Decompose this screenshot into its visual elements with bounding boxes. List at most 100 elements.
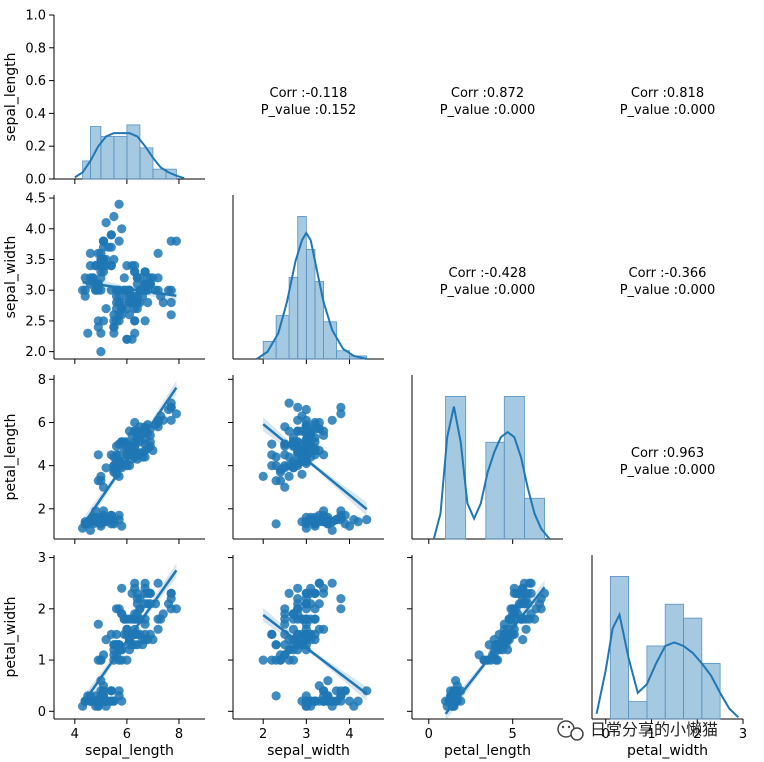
histogram-sepal_width xyxy=(256,216,368,360)
scatter-point xyxy=(327,415,337,425)
scatter-point xyxy=(140,629,150,640)
hist-bar xyxy=(485,441,505,540)
scatter-petal_length-vs-sepal_length xyxy=(78,398,181,536)
y-tick-label: 0.4 xyxy=(25,107,46,122)
kde-line xyxy=(432,406,551,540)
scatter-point xyxy=(91,285,101,295)
scatter-point xyxy=(293,458,303,469)
hist-bar xyxy=(664,603,684,720)
scatter-point xyxy=(153,273,163,283)
scatter-point xyxy=(106,629,116,640)
scatter-point xyxy=(293,415,303,425)
scatter-point xyxy=(85,248,95,258)
scatter-point xyxy=(288,437,298,447)
scatter-point xyxy=(158,609,168,619)
scatter-point xyxy=(301,404,311,415)
histogram-petal_width xyxy=(595,576,740,720)
y-tick-label: 0.6 xyxy=(25,74,46,89)
regression-1-0 xyxy=(82,275,177,303)
p-value: P_value :0.000 xyxy=(620,463,716,478)
scatter-point xyxy=(104,242,114,252)
scatter-point xyxy=(267,439,277,449)
scatter-point xyxy=(451,676,461,686)
scatter-point xyxy=(158,415,168,425)
regression-line xyxy=(444,586,546,715)
scatter-point xyxy=(336,409,346,419)
scatter-point xyxy=(158,297,168,308)
scatter-point xyxy=(327,578,337,588)
x-tick-label: 2 xyxy=(693,727,701,742)
scatter-point xyxy=(166,415,176,425)
p-value: P_value :0.000 xyxy=(620,283,716,298)
panel-layer: 0.0 0.2 0.4 0.6 0.8 1.0 2.0 2.5 3.0 3.5 4.0 4.5 2 4 6 8… xyxy=(3,9,747,760)
scatter-point xyxy=(96,347,106,357)
scatter-point xyxy=(319,506,329,516)
scatter-point xyxy=(531,604,541,614)
scatter-point xyxy=(117,304,127,314)
scatter-point xyxy=(301,517,311,527)
hist-bar xyxy=(305,249,316,360)
scatter-point xyxy=(301,437,311,447)
y-tick-label: 2 xyxy=(38,602,46,617)
scatter-point xyxy=(258,655,268,665)
scatter-point xyxy=(109,254,119,265)
scatter-point xyxy=(166,285,176,295)
y-tick-label: 0 xyxy=(38,705,46,720)
scatter-point xyxy=(98,236,109,246)
x-tick-label: 6 xyxy=(123,727,131,742)
scatter-point xyxy=(140,588,150,599)
scatter-petal_width-vs-sepal_width xyxy=(258,578,372,711)
scatter-point xyxy=(293,629,303,640)
scatter-point xyxy=(518,635,528,645)
scatter-point xyxy=(511,604,521,614)
scatter-point xyxy=(114,199,124,209)
scatter-point xyxy=(336,402,346,412)
regression-2-0 xyxy=(81,380,178,533)
scatter-point xyxy=(85,696,95,706)
scatter-point xyxy=(280,650,290,660)
panel-0-0: 0.0 0.2 0.4 0.6 0.8 1.0 xyxy=(25,9,205,188)
scatter-point xyxy=(130,297,140,308)
scatter-point xyxy=(519,578,530,588)
hist-bar xyxy=(524,497,545,540)
scatter-point xyxy=(323,512,333,523)
wechat-icon xyxy=(557,720,584,741)
corr-annotation-0-2: Corr :0.872 P_value :0.000 xyxy=(440,86,536,118)
scatter-point xyxy=(319,624,329,634)
scatter-point xyxy=(93,316,103,326)
scatter-point xyxy=(117,583,127,593)
scatter-point xyxy=(98,506,109,516)
corr-value: Corr :-0.118 xyxy=(270,86,348,101)
scatter-point xyxy=(310,588,320,599)
y-tick-label: 4.5 xyxy=(25,192,46,207)
kde-line xyxy=(595,611,740,719)
scatter-point xyxy=(314,578,324,588)
scatter-point xyxy=(127,588,137,599)
kde-line xyxy=(74,132,185,180)
y-axis-label: sepal_length xyxy=(3,53,19,142)
regression-3-0 xyxy=(81,563,178,711)
scatter-sepal_width-vs-sepal_length xyxy=(78,199,181,357)
y-tick-label: 0.2 xyxy=(25,140,46,155)
scatter-point xyxy=(80,285,90,295)
scatter-point xyxy=(98,650,109,660)
hist-bar xyxy=(628,701,648,720)
scatter-point xyxy=(353,517,363,527)
hist-bar xyxy=(262,341,277,360)
scatter-point xyxy=(284,588,294,599)
scatter-point xyxy=(130,328,140,338)
scatter-point xyxy=(166,402,176,412)
corr-annotation-2-3: Corr :0.963 P_value :0.000 xyxy=(620,446,716,478)
corr-annotation-1-3: Corr :-0.366 P_value :0.000 xyxy=(620,266,716,298)
hist-bar xyxy=(646,645,666,720)
scatter-point xyxy=(327,525,337,536)
scatter-point xyxy=(284,471,294,481)
panel-3-0: 4 6 8 0 1 2 3 xyxy=(38,551,205,742)
scatter-point xyxy=(106,230,116,240)
scatter-point xyxy=(306,426,316,436)
scatter-point xyxy=(336,686,346,696)
scatter-point xyxy=(96,517,106,527)
kde-line xyxy=(256,230,367,360)
hist-bar xyxy=(336,350,350,360)
scatter-point xyxy=(526,578,536,588)
